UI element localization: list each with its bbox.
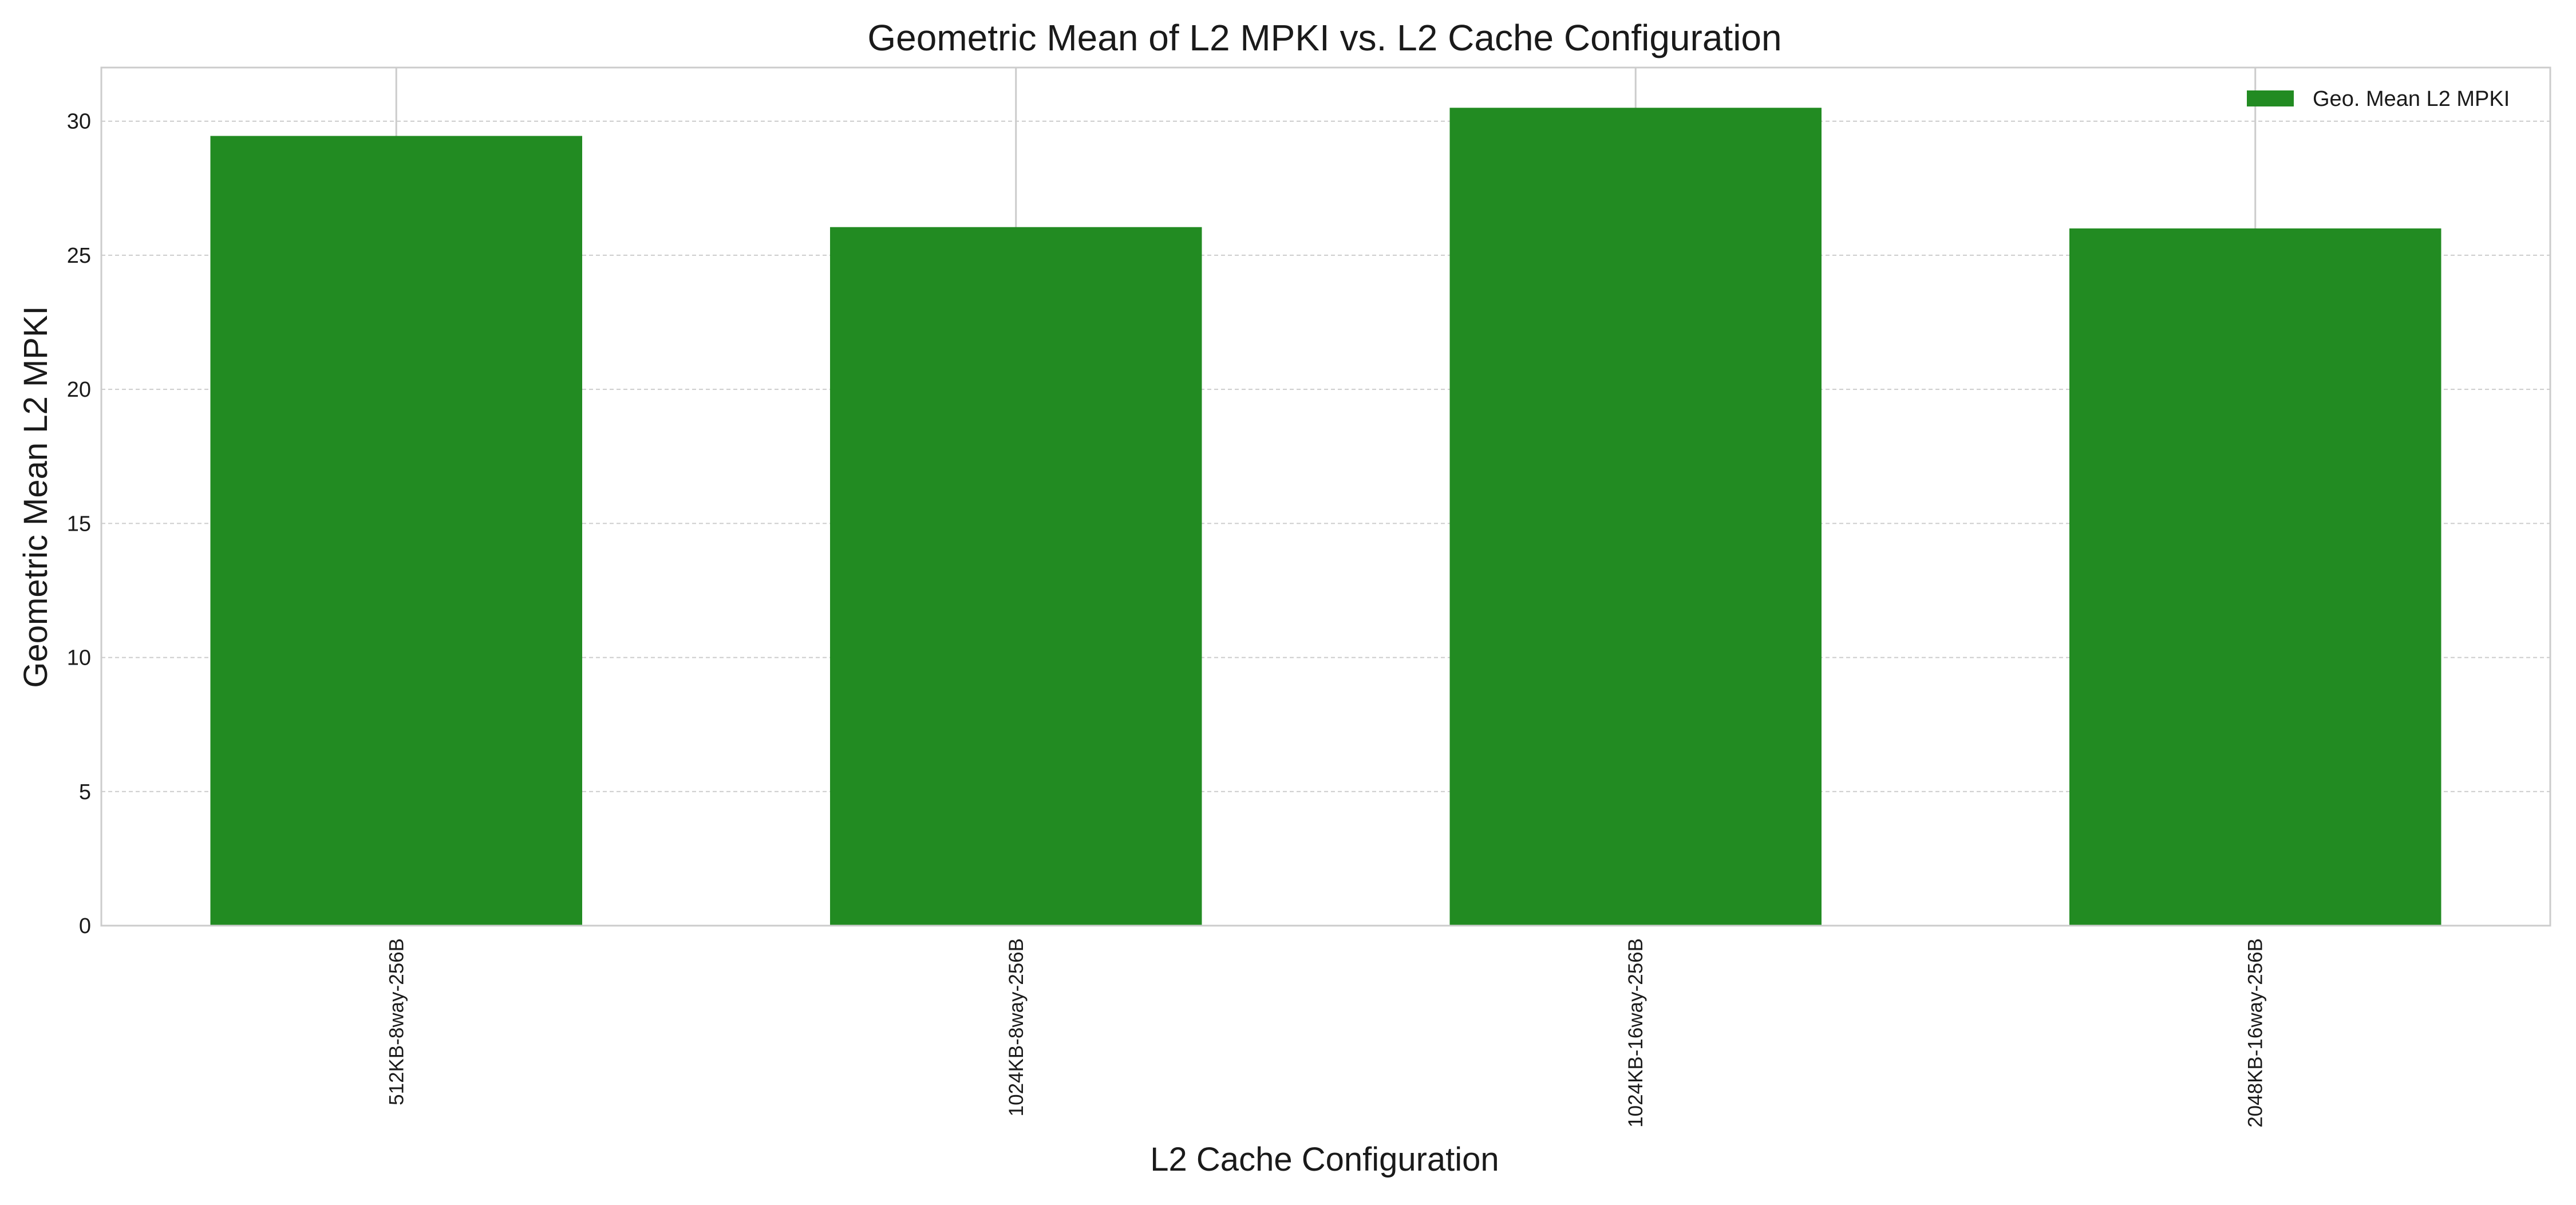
bars	[210, 108, 2441, 926]
plot-area-border	[100, 66, 2551, 927]
bar-1024KB-8way-256B	[830, 227, 1202, 926]
chart-title: Geometric Mean of L2 MPKI vs. L2 Cache C…	[867, 17, 1781, 58]
x-tick-label: 2048KB-16way-256B	[2245, 938, 2267, 1128]
bar-512KB-8way-256B	[210, 136, 583, 926]
legend-swatch	[2247, 90, 2294, 106]
x-tick-label: 1024KB-16way-256B	[1625, 938, 1647, 1128]
y-tick-label: 20	[67, 378, 91, 402]
legend: Geo. Mean L2 MPKI	[2247, 87, 2510, 111]
bar-2048KB-16way-256B	[2069, 228, 2441, 926]
y-tick-label: 15	[67, 512, 91, 536]
y-tick-label: 0	[79, 914, 91, 938]
y-tick-label: 10	[67, 646, 91, 670]
y-tick-labels: 0 5 10 15 20 25 30	[67, 110, 91, 938]
x-axis-title: L2 Cache Configuration	[1150, 1141, 1499, 1178]
legend-label: Geo. Mean L2 MPKI	[2313, 87, 2510, 111]
y-tick-label: 30	[67, 110, 91, 134]
y-tick-label: 5	[79, 780, 91, 804]
x-tick-label: 1024KB-8way-256B	[1005, 938, 1028, 1116]
x-tick-labels: 512KB-8way-256B 1024KB-8way-256B 1024KB-16…	[385, 938, 2266, 1128]
bar-1024KB-16way-256B	[1449, 108, 1822, 926]
y-axis-title: Geometric Mean L2 MPKI	[17, 306, 54, 688]
x-tick-label: 512KB-8way-256B	[385, 938, 408, 1105]
y-tick-label: 25	[67, 244, 91, 268]
